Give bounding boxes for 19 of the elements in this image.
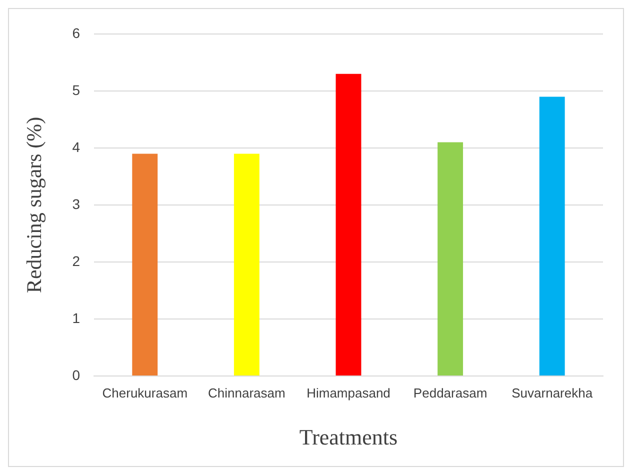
- y-tick-label: 1: [72, 310, 80, 326]
- y-tick-label: 4: [72, 138, 80, 155]
- x-tick-label: Suvarnarekha: [512, 385, 594, 400]
- x-tick-label: Himampasand: [306, 385, 390, 400]
- y-tick-label: 2: [72, 252, 80, 269]
- x-axis-title: Treatments: [299, 424, 398, 450]
- y-tick-label: 0: [72, 366, 80, 383]
- y-tick-label: 3: [72, 196, 80, 212]
- x-tick-label: Chinnarasam: [208, 385, 286, 400]
- y-tick-label: 6: [72, 24, 80, 41]
- x-tick-label: Peddarasam: [413, 385, 488, 400]
- bar: [132, 154, 158, 376]
- bar: [539, 96, 565, 376]
- bar: [438, 142, 464, 376]
- bar: [234, 154, 260, 376]
- y-tick-label: 5: [72, 82, 80, 98]
- x-tick-label: Cherukurasam: [102, 385, 188, 400]
- bar: [336, 74, 362, 376]
- y-axis-title: Reducing sugars (%): [22, 116, 46, 294]
